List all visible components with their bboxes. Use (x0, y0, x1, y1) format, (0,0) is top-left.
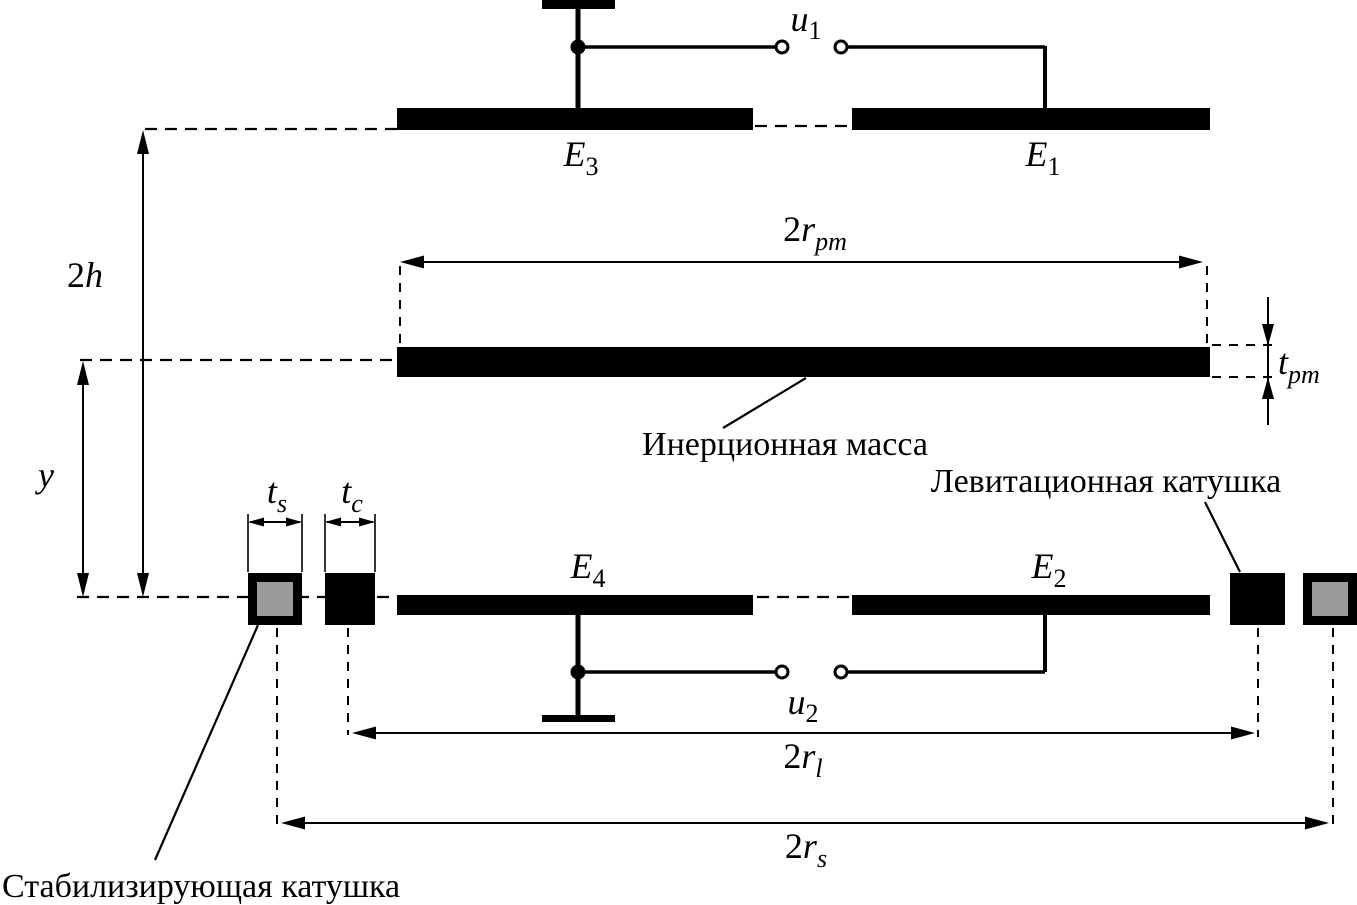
stabilizing-coil-leader-line (153, 624, 260, 861)
dim-y: y (35, 361, 89, 597)
electrode-e2-bar (852, 595, 1210, 615)
arrowhead (77, 361, 89, 385)
stabilizing-coil-left-core (257, 582, 293, 616)
u2-terminal-left (774, 664, 790, 680)
levitation-coil-leader-line (1204, 501, 1241, 573)
u1-terminal-right (833, 39, 849, 55)
arrowhead (1262, 324, 1274, 346)
lower-circuit: u2 (542, 613, 1047, 728)
electrode-e4-label: E4 (570, 546, 606, 593)
levitation-coil-right (1230, 573, 1285, 625)
stabilizing-coil-label: Стабилизирующая катушка (2, 868, 400, 905)
dim-tpm: tpm (1212, 297, 1320, 425)
arrowhead (325, 517, 341, 527)
levitation-coil-label: Левитационная катушка (931, 463, 1281, 500)
bottom-assembly: E4 E2 (248, 546, 1357, 625)
arrowhead (248, 517, 264, 527)
electrode-e1-bar (852, 108, 1210, 130)
arrowhead (352, 726, 376, 740)
u2-terminal-right (833, 664, 849, 680)
inertial-mass-leader-line (722, 377, 807, 429)
dim-2rl-label: 2rl (783, 736, 822, 783)
arrowhead (137, 130, 149, 154)
upper-electrodes: E3 E1 (397, 108, 1210, 181)
inertial-mass-group: Инерционная масса (397, 347, 1210, 463)
arrowhead (281, 816, 305, 830)
upper-support-bar (542, 0, 615, 9)
electrode-e1-label: E1 (1025, 134, 1061, 181)
dim-2h: 2h (67, 130, 149, 597)
arrowhead (77, 573, 89, 597)
electrode-e3-label: E3 (563, 134, 599, 181)
dim-2rpm: 2rpm (399, 209, 1208, 345)
junction-dot (570, 664, 586, 680)
dim-2rl: 2rl (347, 628, 1259, 783)
upper-circuit: u1 (542, 0, 1047, 112)
u1-label: u1 (791, 0, 822, 45)
inertial-mass-bar (397, 347, 1210, 377)
inertial-mass-label: Инерционная масса (642, 426, 928, 463)
arrowhead (1231, 726, 1255, 740)
arrowhead (1262, 377, 1274, 399)
arrowhead (1179, 255, 1203, 269)
electrode-e2-label: E2 (1031, 546, 1067, 593)
arrowhead (359, 517, 375, 527)
stabilizing-coil-right-core (1312, 582, 1348, 616)
dim-tpm-label: tpm (1278, 342, 1320, 389)
junction-dot (570, 39, 586, 55)
lower-support-bar (542, 715, 615, 722)
electrode-e4-bar (397, 595, 753, 615)
arrowhead (1305, 816, 1329, 830)
dim-ts-label: ts (267, 471, 287, 518)
dim-y-label: y (35, 455, 54, 495)
dim-ts-tc: ts tc (247, 471, 376, 572)
u2-label: u2 (788, 682, 819, 728)
dim-tc-label: tc (341, 471, 363, 518)
dim-2rpm-label: 2rpm (783, 209, 847, 256)
coil-annotations: Левитационная катушка Стабилизирующая ка… (2, 463, 1281, 905)
dim-2rs-label: 2rs (785, 826, 827, 873)
levitation-coil-left (325, 573, 375, 625)
u1-terminal-left (774, 39, 790, 55)
arrowhead (137, 573, 149, 597)
dim-2h-label: 2h (67, 255, 103, 295)
dim-2rs: 2rs (276, 628, 1334, 873)
arrowhead (286, 517, 302, 527)
arrowhead (400, 255, 424, 269)
electrode-e3-bar (397, 108, 753, 130)
